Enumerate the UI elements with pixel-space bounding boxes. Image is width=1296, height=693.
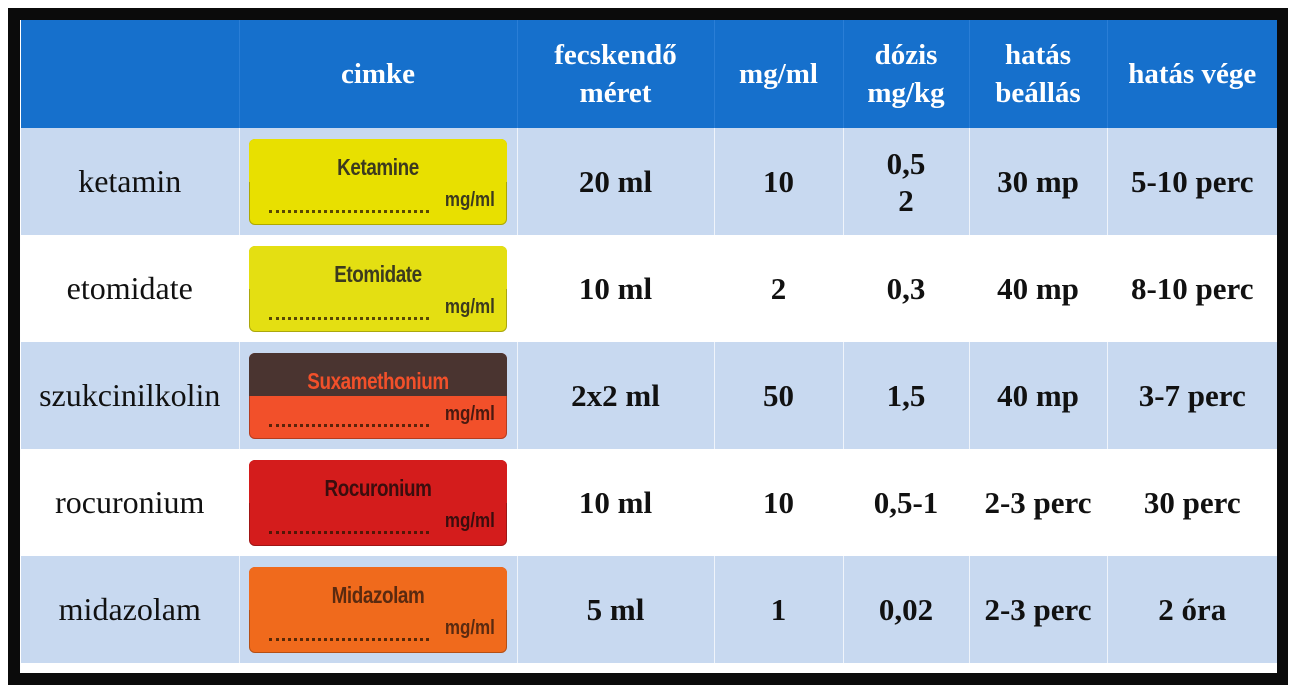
syringe-label-cell: Suxamethonium mg/ml [239, 342, 518, 449]
table-row: ketamin Ketamine mg/ml 20 ml 10 0,5 2 30 mp 5-10… [21, 128, 1277, 235]
syringe-label-text: Midazolam [331, 581, 425, 608]
syringe-label: Midazolam mg/ml [249, 566, 507, 653]
dose-value: 0,3 [886, 271, 926, 306]
syringe-label-unit: mg/ml [444, 295, 495, 318]
syringe-label-band [249, 459, 507, 503]
dose: 0,3 [843, 235, 970, 342]
effect-end: 5-10 perc [1107, 128, 1277, 235]
syringe-label-text: Rocuronium [324, 474, 432, 501]
table-row: rocuronium Rocuronium mg/ml 10 ml 10 0,5-1 2-3… [21, 449, 1277, 556]
table-row: midazolam Midazolam mg/ml 5 ml 1 0,02 2-3 perc… [21, 556, 1277, 663]
dose: 0,5-1 [843, 449, 970, 556]
header-onset-line1: hatás [1004, 39, 1072, 71]
dose: 0,5 2 [843, 128, 970, 235]
header-dose-line1: dózis [874, 39, 938, 71]
drug-name: midazolam [21, 556, 240, 663]
effect-end: 3-7 perc [1107, 342, 1277, 449]
syringe-label-band [249, 352, 507, 396]
header-name [21, 20, 240, 128]
drug-table: cimke fecskendő méret mg/ml dózis mg/kg … [21, 20, 1277, 663]
syringe-label-dotted-line [269, 316, 429, 320]
effect-end: 2 óra [1107, 556, 1277, 663]
syringe-label-dotted-line [269, 530, 429, 534]
drug-name: szukcinilkolin [21, 342, 240, 449]
syringe-label-band [249, 566, 507, 610]
header-onset-line2: beállás [995, 77, 1081, 109]
syringe-label: Etomidate mg/ml [249, 245, 507, 332]
syringe-label-dotted-line [269, 423, 429, 427]
syringe-label-unit: mg/ml [444, 616, 495, 639]
drug-name: etomidate [21, 235, 240, 342]
header-label: cimke [239, 20, 518, 128]
drug-name: ketamin [21, 128, 240, 235]
syringe-label: Rocuronium mg/ml [249, 459, 507, 546]
onset-time: 40 mp [969, 235, 1108, 342]
table-inner: cimke fecskendő méret mg/ml dózis mg/kg … [20, 20, 1277, 673]
header-size-line2: méret [579, 77, 652, 109]
syringe-label: Ketamine mg/ml [249, 138, 507, 225]
syringe-label-text: Etomidate [334, 260, 422, 287]
dose: 1,5 [843, 342, 970, 449]
syringe-size: 2x2 ml [517, 342, 715, 449]
dose-value: 0,02 [878, 592, 934, 627]
syringe-size: 20 ml [517, 128, 715, 235]
syringe-label-cell: Midazolam mg/ml [239, 556, 518, 663]
syringe-label: Suxamethonium mg/ml [249, 352, 507, 439]
syringe-size: 10 ml [517, 235, 715, 342]
table-frame: cimke fecskendő méret mg/ml dózis mg/kg … [8, 8, 1288, 685]
table-row: etomidate Etomidate mg/ml 10 ml 2 0,3 40 mp 8-1… [21, 235, 1277, 342]
onset-time: 30 mp [969, 128, 1108, 235]
syringe-label-cell: Ketamine mg/ml [239, 128, 518, 235]
concentration: 2 [714, 235, 844, 342]
table-row: szukcinilkolin Suxamethonium mg/ml 2x2 ml 50… [21, 342, 1277, 449]
syringe-size: 5 ml [517, 556, 715, 663]
syringe-label-cell: Rocuronium mg/ml [239, 449, 518, 556]
header-row: cimke fecskendő méret mg/ml dózis mg/kg … [21, 20, 1277, 128]
syringe-label-text: Ketamine [337, 153, 419, 180]
concentration: 1 [714, 556, 844, 663]
dose-value: 0,5 [886, 145, 926, 181]
syringe-label-text: Suxamethonium [307, 367, 449, 394]
syringe-label-dotted-line [269, 209, 429, 213]
syringe-label-cell: Etomidate mg/ml [239, 235, 518, 342]
syringe-label-unit: mg/ml [444, 509, 495, 532]
header-mgml: mg/ml [714, 20, 844, 128]
onset-time: 2-3 perc [969, 556, 1108, 663]
header-end: hatás vége [1107, 20, 1277, 128]
dose-value: 1,5 [886, 378, 926, 413]
syringe-label-band [249, 138, 507, 182]
syringe-label-unit: mg/ml [444, 188, 495, 211]
header-dose-line2: mg/kg [867, 77, 945, 109]
onset-time: 2-3 perc [969, 449, 1108, 556]
syringe-label-band [249, 245, 507, 289]
syringe-label-dotted-line [269, 637, 429, 641]
effect-end: 8-10 perc [1107, 235, 1277, 342]
drug-name: rocuronium [21, 449, 240, 556]
header-size: fecskendő méret [517, 20, 715, 128]
dose-value: 2 [898, 182, 914, 218]
dose: 0,02 [843, 556, 970, 663]
syringe-size: 10 ml [517, 449, 715, 556]
header-size-line1: fecskendő [554, 39, 677, 71]
concentration: 10 [714, 128, 844, 235]
header-dose: dózis mg/kg [843, 20, 970, 128]
concentration: 50 [714, 342, 844, 449]
concentration: 10 [714, 449, 844, 556]
header-onset: hatás beállás [969, 20, 1108, 128]
effect-end: 30 perc [1107, 449, 1277, 556]
syringe-label-unit: mg/ml [444, 402, 495, 425]
onset-time: 40 mp [969, 342, 1108, 449]
dose-value: 0,5-1 [873, 485, 939, 520]
